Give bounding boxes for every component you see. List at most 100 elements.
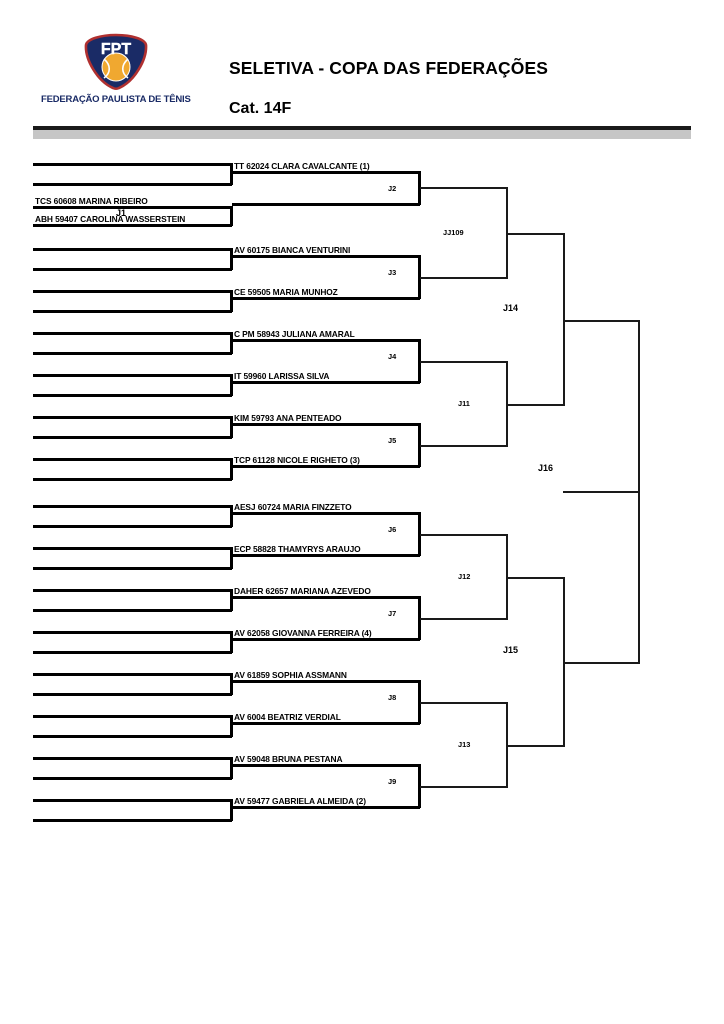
- entry-line-empty: [33, 547, 232, 550]
- round2-feed-line: [420, 702, 508, 704]
- round1-slot-line: [232, 255, 420, 258]
- semifinal-connector: [563, 233, 565, 406]
- qualifier-player-top: TCS 60608 MARINA RIBEIRO: [35, 196, 148, 206]
- round1-player-name: AV 59048 BRUNA PESTANA: [234, 754, 343, 764]
- round1-slot-line: [232, 171, 420, 174]
- federation-logo: FPT FEDERAÇÃO PAULISTA DE TÊNIS: [41, 33, 191, 119]
- round1-player-name: KIM 59793 ANA PENTEADO: [234, 413, 342, 423]
- round1-slot-line: [232, 596, 420, 599]
- match-label-j15: J15: [503, 645, 519, 655]
- round2-feed-line: [420, 534, 508, 536]
- round2-feed-line: [420, 618, 508, 620]
- round2-feed-line: [420, 277, 508, 279]
- round1-slot-line: [232, 512, 420, 515]
- round1-slot-line: [232, 423, 420, 426]
- round2-connector: [506, 534, 508, 620]
- entry-line-empty: [33, 310, 232, 313]
- entry-line-empty: [33, 735, 232, 738]
- round1-player-name: AV 6004 BEATRIZ VERDIAL: [234, 712, 341, 722]
- entry-line-empty: [33, 505, 232, 508]
- entry-line-empty: [33, 525, 232, 528]
- entry-line-empty: [33, 332, 232, 335]
- match-label-j6: J6: [388, 525, 397, 534]
- entry-line-empty: [33, 163, 232, 166]
- round1-player-name: AESJ 60724 MARIA FINZZETO: [234, 502, 352, 512]
- entry-line-empty: [33, 757, 232, 760]
- svg-text:FPT: FPT: [101, 41, 131, 58]
- round2-feed-line: [420, 786, 508, 788]
- round1-slot-line: [232, 339, 420, 342]
- match-label-j4: J4: [388, 352, 397, 361]
- entry-line-empty: [33, 777, 232, 780]
- entry-pair-connector: [230, 332, 233, 354]
- round1-player-name: DAHER 62657 MARIANA AZEVEDO: [234, 586, 371, 596]
- match-label-j1: J1: [116, 208, 127, 218]
- final-feed-line: [565, 662, 640, 664]
- entry-line-empty: [33, 268, 232, 271]
- round1-connector: [418, 512, 421, 556]
- entry-line-empty: [33, 819, 232, 822]
- entry-line-empty: [33, 651, 232, 654]
- round1-slot-line: [232, 465, 420, 468]
- round1-slot-line: [232, 638, 420, 641]
- round1-player-name: TT 62024 CLARA CAVALCANTE (1): [234, 161, 370, 171]
- match-label-j11: J11: [458, 399, 470, 408]
- entry-line: [33, 206, 232, 209]
- match-label-j2: J2: [388, 184, 397, 193]
- round1-connector: [418, 596, 421, 640]
- match-label-j12: J12: [458, 572, 471, 581]
- round1-slot-line: [232, 381, 420, 384]
- entry-line-empty: [33, 248, 232, 251]
- round1-connector: [418, 171, 421, 205]
- semifinal-feed-line: [508, 233, 565, 235]
- federation-name-label: FEDERAÇÃO PAULISTA DE TÊNIS: [41, 94, 191, 105]
- match-label-j3: J3: [388, 268, 397, 277]
- entry-line-empty: [33, 374, 232, 377]
- entry-pair-connector: [230, 248, 233, 270]
- semifinal-connector: [563, 577, 565, 747]
- round2-feed-line: [420, 445, 508, 447]
- match-label-j14: J14: [503, 303, 519, 313]
- round1-player-name: C PM 58943 JULIANA AMARAL: [234, 329, 355, 339]
- entry-line-empty: [33, 673, 232, 676]
- round1-slot-line: [232, 806, 420, 809]
- semifinal-feed-line: [508, 404, 565, 406]
- round1-player-name: AV 62058 GIOVANNA FERREIRA (4): [234, 628, 372, 638]
- category-label: Cat. 14F: [229, 100, 292, 117]
- round1-slot-line: [232, 554, 420, 557]
- round1-connector: [418, 255, 421, 299]
- entry-line-empty: [33, 458, 232, 461]
- entry-pair-connector: [230, 374, 233, 396]
- entry-line-empty: [33, 693, 232, 696]
- entry-line-empty: [33, 290, 232, 293]
- final-feed-line: [565, 320, 640, 322]
- round1-slot-line: [232, 680, 420, 683]
- page-header: FPT FEDERAÇÃO PAULISTA DE TÊNIS SELETIVA…: [0, 0, 724, 139]
- round1-player-name: IT 59960 LARISSA SILVA: [234, 371, 330, 381]
- match-label-j8: J8: [388, 693, 397, 702]
- round1-player-name: TCP 61128 NICOLE RIGHETO (3): [234, 455, 360, 465]
- semifinal-feed-line: [508, 745, 565, 747]
- semifinal-feed-line: [508, 577, 565, 579]
- entry-line-empty: [33, 436, 232, 439]
- match-label-j13: J13: [458, 740, 471, 749]
- match-label-j10: JJ109: [443, 228, 464, 237]
- match-label-j5: J5: [388, 436, 397, 445]
- round1-player-name: AV 60175 BIANCA VENTURINI: [234, 245, 351, 255]
- round1-player-name: ECP 58828 THAMYRYS ARAUJO: [234, 544, 361, 554]
- round1-player-name: CE 59505 MARIA MUNHOZ: [234, 287, 338, 297]
- round1-connector: [418, 680, 421, 724]
- entry-pair-connector: [230, 631, 233, 653]
- entry-line: [33, 224, 232, 227]
- entry-line-empty: [33, 589, 232, 592]
- entry-line-empty: [33, 183, 232, 186]
- champion-line: [563, 491, 640, 493]
- entry-pair-connector: [230, 715, 233, 737]
- round1-connector: [418, 339, 421, 383]
- qualifier-player-bottom: ABH 59407 CAROLINA WASSERSTEIN: [35, 214, 186, 224]
- round1-slot-line: [232, 764, 420, 767]
- round1-slot-line: [232, 722, 420, 725]
- entry-pair-connector: [230, 799, 233, 821]
- header-divider-grey: [33, 130, 691, 139]
